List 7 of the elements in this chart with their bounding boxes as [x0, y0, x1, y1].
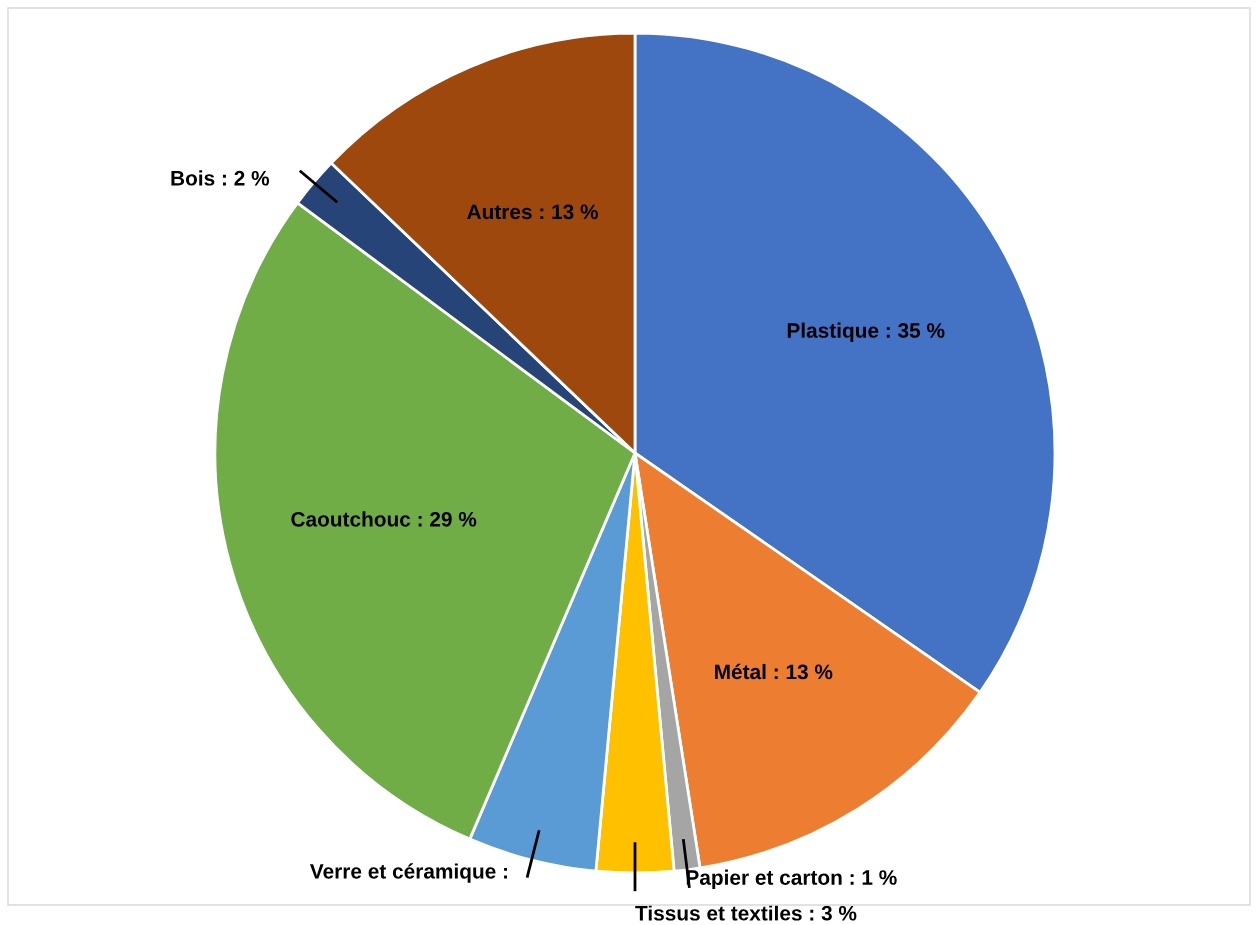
slice-label: Bois : 2 %: [171, 170, 270, 186]
slice-label: Autres : 13 %: [467, 204, 598, 220]
slice-label: Métal : 13 %: [715, 663, 833, 680]
slice-label: Verre et céramique :: [309, 863, 508, 883]
slice-label: Tissus et textiles : 3 %: [635, 905, 857, 921]
slice-label: Caoutchouc : 29 %: [291, 511, 477, 527]
slice-label: Plastique : 35 %: [787, 322, 945, 342]
